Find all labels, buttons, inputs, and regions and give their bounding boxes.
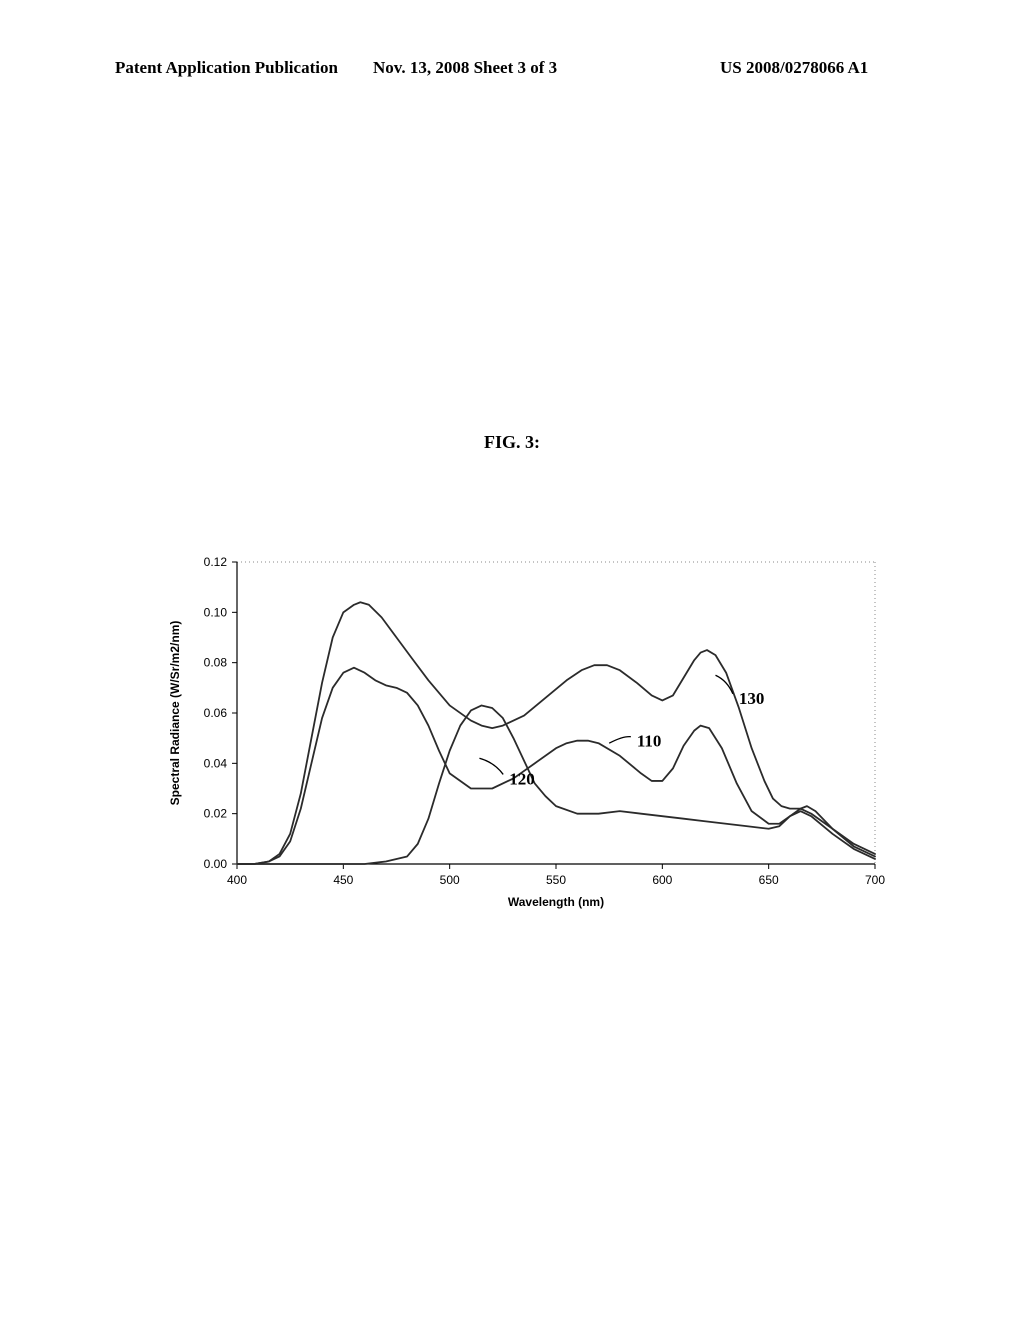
xtick-label: 650	[759, 873, 779, 887]
header-right: US 2008/0278066 A1	[720, 58, 868, 78]
ytick-label: 0.02	[204, 807, 228, 821]
callout-130: 130	[739, 689, 765, 708]
callout-120: 120	[509, 769, 535, 788]
ytick-label: 0.04	[204, 756, 228, 770]
ytick-label: 0.10	[204, 605, 228, 619]
header-center: Nov. 13, 2008 Sheet 3 of 3	[373, 58, 557, 78]
ytick-label: 0.00	[204, 857, 228, 871]
xtick-label: 500	[440, 873, 460, 887]
xtick-label: 600	[652, 873, 672, 887]
xtick-label: 700	[865, 873, 885, 887]
ytick-label: 0.12	[204, 555, 228, 569]
y-axis-label: Spectral Radiance (W/Sr/m2/nm)	[168, 621, 182, 806]
callout-110: 110	[637, 732, 662, 751]
series-120	[237, 705, 875, 864]
chart-svg: 0.00 0.02 0.04 0.06 0.08 0.10 0.12 400 450 500 550…	[155, 550, 895, 920]
header-left: Patent Application Publication	[115, 58, 338, 78]
xtick-label: 450	[333, 873, 353, 887]
callout-leader-120	[479, 758, 503, 774]
spectral-radiance-chart: 0.00 0.02 0.04 0.06 0.08 0.10 0.12 400 450 500 550…	[155, 550, 895, 920]
x-axis-label: Wavelength (nm)	[508, 895, 604, 909]
ytick-label: 0.08	[204, 656, 228, 670]
xtick-label: 550	[546, 873, 566, 887]
series-130	[237, 602, 875, 864]
xtick-label: 400	[227, 873, 247, 887]
ytick-label: 0.06	[204, 706, 228, 720]
figure-title: FIG. 3:	[0, 432, 1024, 453]
callout-leader-110	[609, 737, 631, 744]
series-110	[237, 668, 875, 864]
